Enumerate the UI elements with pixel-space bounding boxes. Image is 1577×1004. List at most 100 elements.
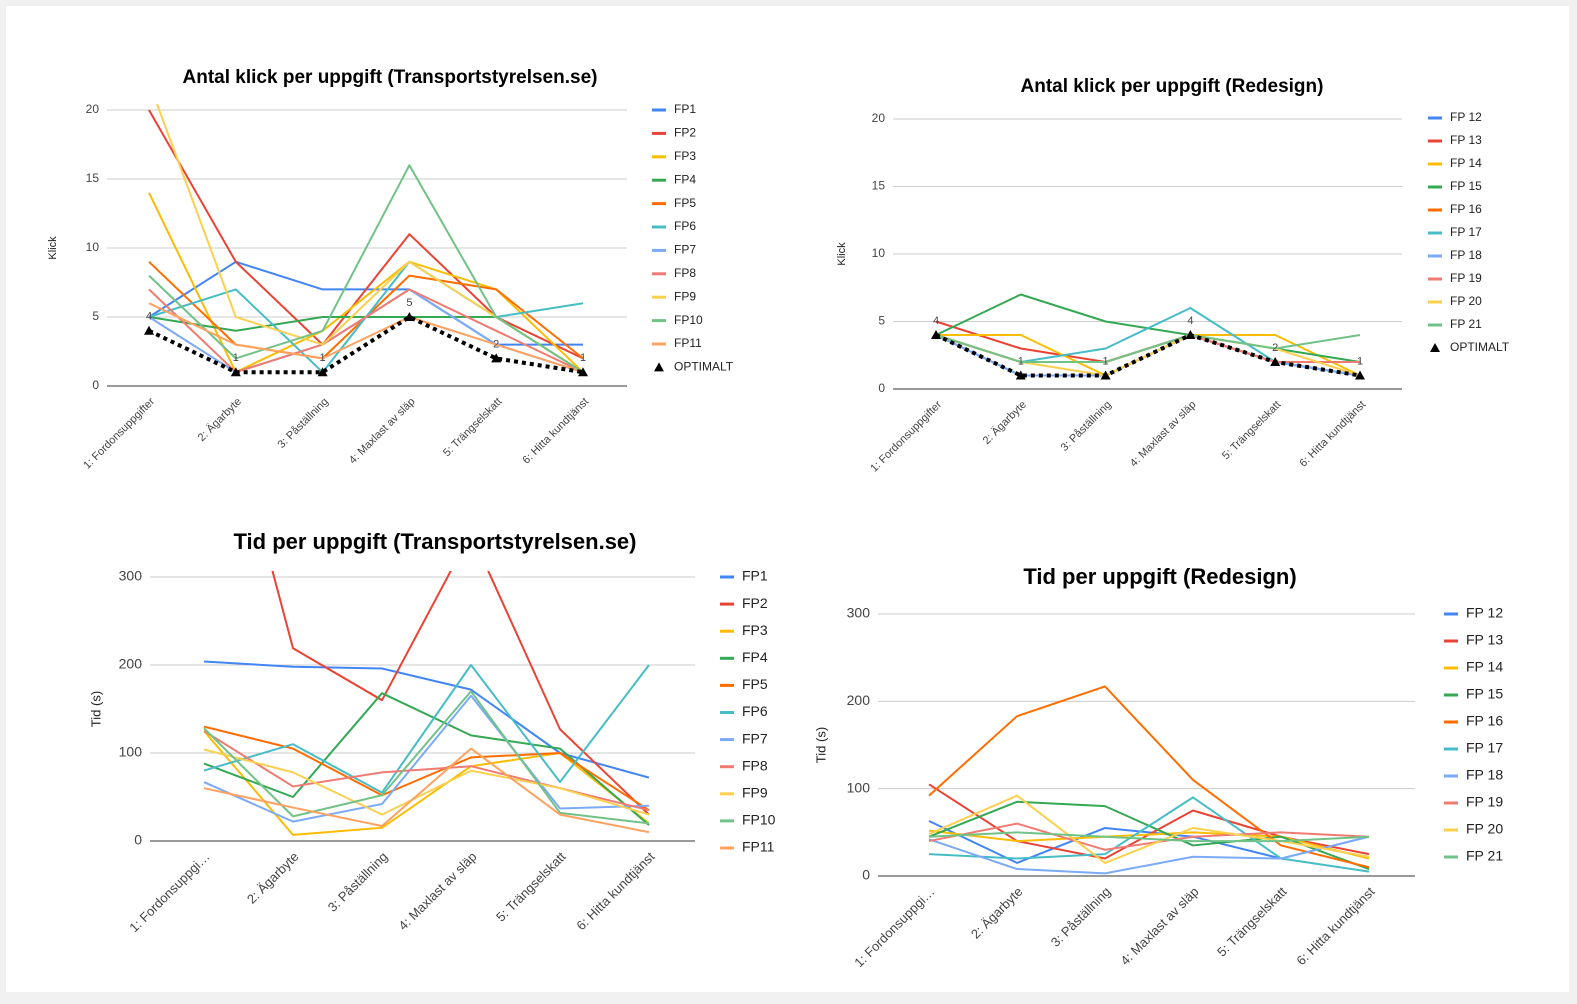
y-tick-label: 15 (86, 171, 100, 185)
legend-label: FP 21 (1450, 317, 1482, 331)
point-marker (1185, 330, 1196, 339)
legend-label: FP 21 (1466, 848, 1503, 864)
legend-label: FP8 (742, 757, 768, 773)
legend-label: FP 17 (1450, 225, 1482, 239)
legend-label: FP1 (742, 568, 768, 584)
y-tick-label: 0 (878, 381, 885, 395)
point-marker (1270, 357, 1281, 366)
data-label: 1 (1018, 355, 1024, 367)
series-line (928, 796, 1370, 873)
y-tick-label: 20 (872, 111, 886, 125)
legend-label: FP5 (742, 676, 768, 692)
series-line (148, 192, 584, 374)
chart-title: Tid per uppgift (Redesign) (1023, 564, 1296, 589)
point-marker (230, 367, 241, 377)
legend-label: FP 13 (1450, 133, 1482, 147)
legend-label: FP 16 (1450, 202, 1482, 216)
data-label: 1 (233, 352, 239, 364)
legend-label: FP 15 (1466, 686, 1503, 702)
series-line (148, 315, 584, 375)
legend-label: FP 20 (1466, 821, 1503, 837)
data-label: 1 (1103, 355, 1109, 367)
series-line (271, 571, 650, 816)
y-axis-label: Tid (s) (813, 727, 828, 763)
legend-label: OPTIMALT (674, 360, 734, 374)
legend-label: FP11 (674, 336, 702, 350)
series-line (203, 664, 650, 794)
legend-label: FP1 (674, 102, 696, 116)
legend-label: FP2 (674, 126, 696, 140)
series-line (203, 730, 650, 836)
legend-marker (654, 362, 664, 372)
legend-label: FP6 (674, 219, 696, 233)
y-tick-label: 0 (134, 832, 142, 848)
legend-label: FP9 (742, 785, 768, 801)
legend-label: FP2 (742, 595, 768, 611)
legend-marker (1430, 343, 1440, 352)
legend-label: FP7 (674, 243, 696, 257)
series-line (928, 685, 1370, 869)
data-label: 4 (146, 311, 152, 323)
legend-label: FP 17 (1466, 740, 1503, 756)
series-line (203, 690, 650, 825)
legend-label: FP 18 (1450, 248, 1482, 262)
point-marker (404, 312, 415, 321)
legend-label: FP 12 (1466, 605, 1503, 621)
data-label: 5 (406, 297, 412, 309)
legend-label: FP4 (742, 649, 768, 665)
y-tick-label: 100 (119, 744, 143, 760)
point-marker (317, 367, 328, 377)
point-marker (1355, 370, 1365, 380)
legend-label: FP11 (742, 839, 775, 855)
legend-label: FP 14 (1466, 659, 1503, 675)
data-label: 2 (493, 338, 499, 350)
data-label: 4 (933, 315, 939, 327)
legend-label: FP 15 (1450, 179, 1482, 193)
y-tick-label: 300 (119, 568, 143, 584)
plot (203, 571, 650, 836)
legend-label: FP 20 (1450, 294, 1482, 308)
legend-label: FP8 (674, 266, 696, 280)
series-line (148, 302, 584, 374)
data-label: 1 (1357, 355, 1363, 367)
legend-label: FP4 (674, 172, 696, 186)
series-line (928, 794, 1370, 864)
legend-label: FP5 (674, 196, 696, 210)
chart-title: Antal klick per uppgift (Redesign) (1021, 76, 1324, 97)
legend-label: FP10 (742, 812, 776, 828)
series-line (935, 333, 1361, 378)
legend-label: FP7 (742, 730, 768, 746)
chart-title: Antal klick per uppgift (Transportstyrel… (183, 67, 598, 88)
plot (928, 685, 1370, 875)
legend-label: FP 16 (1466, 713, 1503, 729)
y-tick-label: 5 (92, 309, 99, 323)
chart-title: Tid per uppgift (Transportstyrelsen.se) (234, 529, 637, 554)
y-tick-label: 0 (862, 867, 870, 883)
y-axis-label: Klick (836, 242, 848, 266)
legend-label: OPTIMALT (1450, 340, 1510, 354)
series-line (928, 831, 1370, 843)
legend-label: FP10 (674, 313, 703, 327)
legend-label: FP6 (742, 703, 768, 719)
y-tick-label: 100 (847, 779, 871, 795)
series-line (148, 109, 584, 360)
legend-label: FP 13 (1466, 632, 1503, 648)
data-label: 1 (580, 352, 586, 364)
plot (148, 104, 584, 374)
data-label: 4 (1187, 315, 1193, 327)
legend-label: FP3 (674, 149, 696, 163)
series-line (203, 747, 650, 834)
series-line (928, 835, 1370, 875)
panel (6, 6, 1569, 992)
y-tick-label: 0 (92, 378, 99, 392)
y-tick-label: 200 (847, 692, 871, 708)
y-tick-label: 200 (119, 656, 143, 672)
y-axis-label: Klick (47, 236, 59, 260)
point-marker (144, 325, 154, 335)
point-marker (491, 353, 502, 363)
legend-label: FP3 (742, 622, 768, 638)
point-marker (1015, 370, 1026, 380)
y-tick-label: 15 (872, 179, 886, 193)
point-marker (931, 330, 941, 339)
